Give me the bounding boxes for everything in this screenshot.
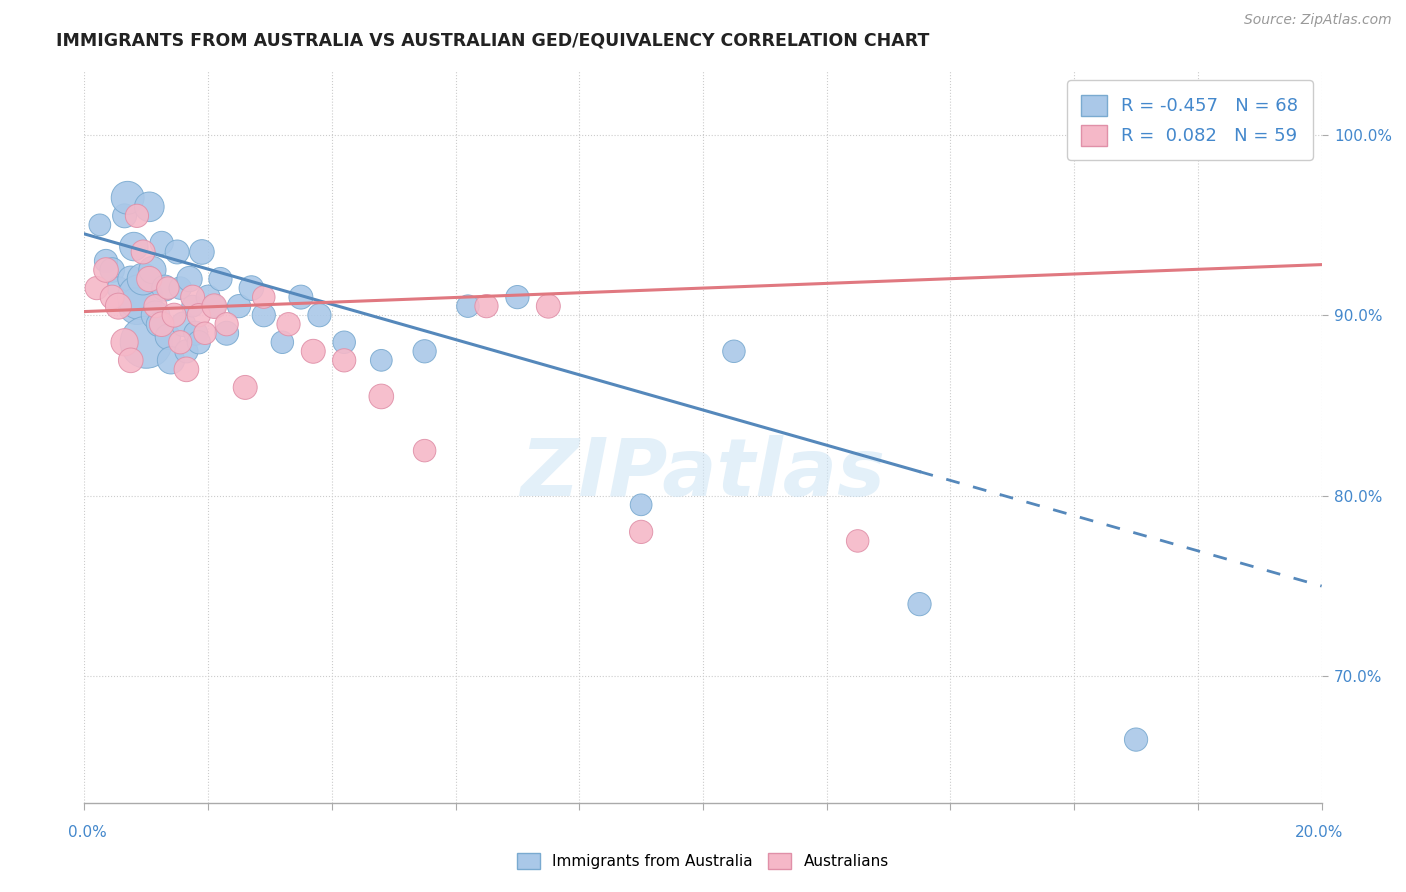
Point — [125, 299, 148, 313]
Point — [271, 335, 294, 350]
Point — [138, 272, 160, 286]
Point — [156, 281, 179, 295]
Point — [156, 330, 179, 344]
Point — [120, 353, 142, 368]
Point — [132, 244, 155, 259]
Point — [184, 326, 207, 341]
Point — [148, 317, 170, 331]
Point — [117, 191, 139, 205]
Point — [86, 281, 108, 295]
Point — [277, 317, 299, 331]
Legend: R = -0.457   N = 68, R =  0.082   N = 59: R = -0.457 N = 68, R = 0.082 N = 59 — [1067, 80, 1313, 160]
Point — [101, 290, 124, 304]
Point — [120, 272, 142, 286]
Point — [153, 281, 176, 295]
Point — [114, 335, 136, 350]
Point — [308, 308, 330, 322]
Point — [1174, 124, 1197, 138]
Point — [94, 263, 117, 277]
Point — [1125, 732, 1147, 747]
Point — [122, 239, 145, 253]
Text: ZIPatlas: ZIPatlas — [520, 434, 886, 513]
Point — [370, 353, 392, 368]
Point — [135, 335, 157, 350]
Legend: Immigrants from Australia, Australians: Immigrants from Australia, Australians — [512, 847, 894, 875]
Point — [413, 344, 436, 359]
Point — [145, 308, 167, 322]
Point — [215, 326, 238, 341]
Point — [253, 290, 276, 304]
Point — [290, 290, 312, 304]
Point — [233, 380, 256, 394]
Point — [138, 200, 160, 214]
Point — [150, 317, 173, 331]
Point — [176, 362, 198, 376]
Point — [191, 244, 214, 259]
Text: 20.0%: 20.0% — [1295, 825, 1343, 840]
Point — [160, 353, 183, 368]
Point — [197, 290, 219, 304]
Point — [846, 533, 869, 548]
Point — [630, 498, 652, 512]
Point — [187, 308, 209, 322]
Point — [187, 335, 209, 350]
Point — [169, 335, 191, 350]
Point — [150, 235, 173, 250]
Point — [176, 344, 198, 359]
Point — [333, 353, 356, 368]
Point — [506, 290, 529, 304]
Point — [370, 389, 392, 403]
Point — [145, 299, 167, 313]
Point — [114, 209, 136, 223]
Point — [181, 299, 204, 313]
Point — [141, 263, 163, 277]
Point — [537, 299, 560, 313]
Point — [163, 308, 186, 322]
Point — [172, 317, 194, 331]
Point — [228, 299, 250, 313]
Text: IMMIGRANTS FROM AUSTRALIA VS AUSTRALIAN GED/EQUIVALENCY CORRELATION CHART: IMMIGRANTS FROM AUSTRALIA VS AUSTRALIAN … — [56, 31, 929, 49]
Text: 0.0%: 0.0% — [67, 825, 107, 840]
Point — [723, 344, 745, 359]
Point — [475, 299, 498, 313]
Point — [333, 335, 356, 350]
Point — [202, 299, 225, 313]
Point — [908, 597, 931, 611]
Point — [129, 290, 152, 304]
Point — [457, 299, 479, 313]
Point — [253, 308, 276, 322]
Point — [166, 244, 188, 259]
Text: Source: ZipAtlas.com: Source: ZipAtlas.com — [1244, 13, 1392, 28]
Point — [132, 272, 155, 286]
Point — [169, 281, 191, 295]
Point — [194, 326, 217, 341]
Point — [630, 524, 652, 539]
Point — [302, 344, 325, 359]
Point — [89, 218, 111, 232]
Point — [240, 281, 263, 295]
Point — [413, 443, 436, 458]
Point — [94, 254, 117, 268]
Point — [101, 263, 124, 277]
Point — [107, 299, 129, 313]
Point — [125, 209, 148, 223]
Point — [107, 281, 129, 295]
Point — [202, 299, 225, 313]
Point — [209, 272, 232, 286]
Point — [181, 290, 204, 304]
Point — [215, 317, 238, 331]
Point — [179, 272, 201, 286]
